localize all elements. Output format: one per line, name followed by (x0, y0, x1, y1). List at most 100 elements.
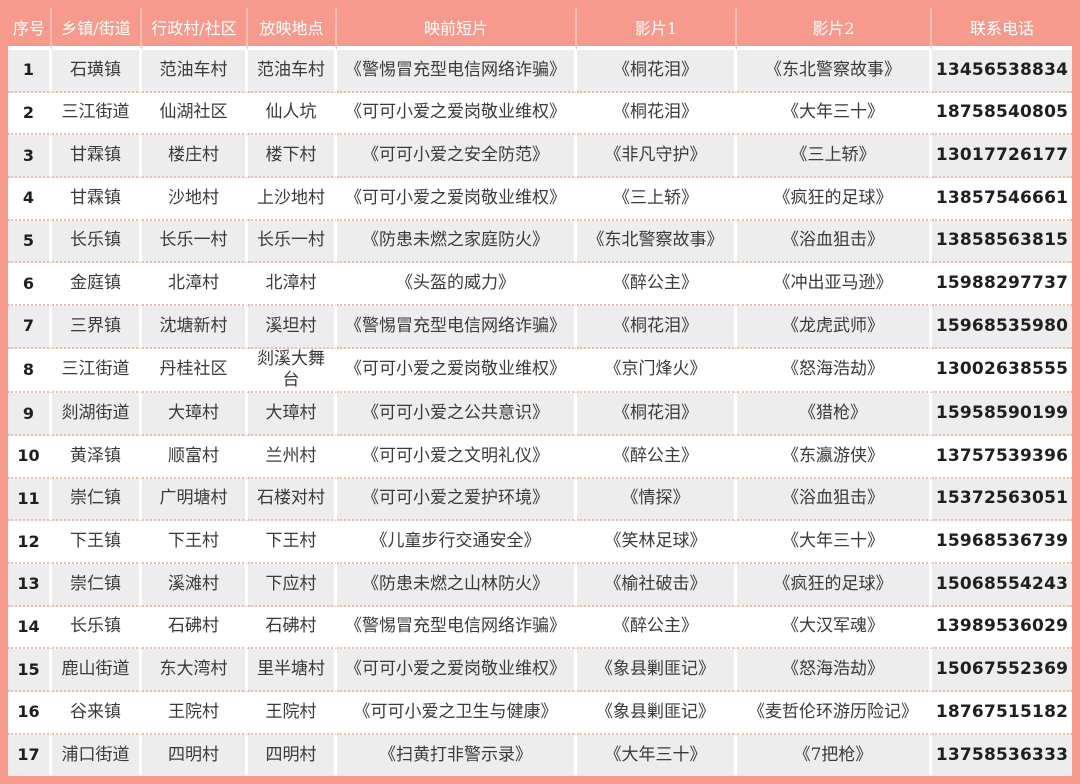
township-cell: 三江街道 (52, 92, 142, 136)
phone-cell: 15958590199 (932, 393, 1072, 436)
township-cell: 下王镇 (52, 521, 142, 565)
film2-cell: 《龙虎武师》 (737, 306, 932, 349)
phone-cell: 15067552369 (932, 649, 1072, 693)
table-row: 12 下王镇 下王村 下王村 《儿童步行交通安全》 《笑林足球》 《大年三十》 1596853… (8, 521, 1072, 565)
village-cell: 顺富村 (142, 436, 248, 479)
film1-cell: 《榆社破击》 (577, 564, 737, 607)
row-index-cell: 4 (8, 178, 52, 221)
township-cell: 长乐镇 (52, 606, 142, 650)
village-cell: 王院村 (142, 692, 248, 735)
header-village: 行政村/社区 (142, 8, 248, 50)
screening-schedule-table: 序号 乡镇/街道 行政村/社区 放映地点 映前短片 影片1 影片2 联系电话 1 石璜镇 范油车村… (8, 8, 1072, 776)
film2-cell: 《怒海浩劫》 (737, 348, 932, 394)
venue-cell: 四明村 (248, 734, 337, 776)
film1-cell: 《桐花泪》 (577, 393, 737, 436)
village-cell: 四明村 (142, 734, 248, 776)
venue-cell: 石砩村 (248, 606, 337, 650)
table-row: 2 三江街道 仙湖社区 仙人坑 《可可小爱之爱岗敬业维权》 《桐花泪》 《大年三十》 1875… (8, 92, 1072, 136)
row-index-cell: 13 (8, 564, 52, 607)
phone-cell: 15968536739 (932, 521, 1072, 565)
phone-cell: 15988297737 (932, 263, 1072, 307)
film1-cell: 《醉公主》 (577, 606, 737, 650)
short-film-cell: 《警惕冒充型电信网络诈骗》 (337, 606, 577, 650)
village-cell: 仙湖社区 (142, 92, 248, 136)
phone-cell: 13858563815 (932, 220, 1072, 264)
row-index-cell: 6 (8, 263, 52, 307)
venue-cell: 下应村 (248, 564, 337, 607)
row-index-cell: 7 (8, 306, 52, 349)
row-index-cell: 15 (8, 649, 52, 693)
township-cell: 崇仁镇 (52, 478, 142, 522)
venue-cell: 石楼对村 (248, 478, 337, 522)
short-film-cell: 《防患未燃之山林防火》 (337, 564, 577, 607)
short-film-cell: 《可可小爱之安全防范》 (337, 135, 577, 179)
film1-cell: 《桐花泪》 (577, 306, 737, 349)
film2-cell: 《大汉军魂》 (737, 606, 932, 650)
row-index-cell: 12 (8, 521, 52, 565)
film1-cell: 《象县剿匪记》 (577, 649, 737, 693)
phone-cell: 13456538834 (932, 50, 1072, 93)
row-index-cell: 17 (8, 734, 52, 776)
village-cell: 大璋村 (142, 393, 248, 436)
film2-cell: 《浴血狙击》 (737, 478, 932, 522)
row-index-cell: 16 (8, 692, 52, 735)
table-row: 15 鹿山街道 东大湾村 里半塘村 《可可小爱之爱岗敬业维权》 《象县剿匪记》 《怒海浩劫》… (8, 649, 1072, 693)
venue-cell: 仙人坑 (248, 92, 337, 136)
film2-cell: 《三上轿》 (737, 135, 932, 179)
table-row: 10 黄泽镇 顺富村 兰州村 《可可小爱之文明礼仪》 《醉公主》 《东瀛游侠》 1375753… (8, 436, 1072, 479)
table-row: 7 三界镇 沈塘新村 溪坦村 《警惕冒充型电信网络诈骗》 《桐花泪》 《龙虎武师》 15968… (8, 306, 1072, 349)
row-index-cell: 5 (8, 220, 52, 264)
township-cell: 浦口街道 (52, 734, 142, 776)
film1-cell: 《非凡守护》 (577, 135, 737, 179)
film1-cell: 《象县剿匪记》 (577, 692, 737, 735)
phone-cell: 13017726177 (932, 135, 1072, 179)
row-index-cell: 3 (8, 135, 52, 179)
row-index-cell: 14 (8, 606, 52, 650)
venue-cell: 王院村 (248, 692, 337, 735)
table-row: 4 甘霖镇 沙地村 上沙地村 《可可小爱之爱岗敬业维权》 《三上轿》 《疯狂的足球》 1385… (8, 178, 1072, 221)
village-cell: 溪滩村 (142, 564, 248, 607)
table-row: 5 长乐镇 长乐一村 长乐一村 《防患未燃之家庭防火》 《东北警察故事》 《浴血狙击》 138… (8, 220, 1072, 264)
table-row: 16 谷来镇 王院村 王院村 《可可小爱之卫生与健康》 《象县剿匪记》 《麦哲伦环游历险记》… (8, 692, 1072, 735)
film2-cell: 《麦哲伦环游历险记》 (737, 692, 932, 735)
table-row: 9 剡湖街道 大璋村 大璋村 《可可小爱之公共意识》 《桐花泪》 《猎枪》 159585901… (8, 393, 1072, 436)
short-film-cell: 《可可小爱之爱岗敬业维权》 (337, 92, 577, 136)
venue-cell: 里半塘村 (248, 649, 337, 693)
village-cell: 楼庄村 (142, 135, 248, 179)
village-cell: 石砩村 (142, 606, 248, 650)
township-cell: 谷来镇 (52, 692, 142, 735)
venue-cell: 剡溪大舞台 (248, 348, 337, 394)
film2-cell: 《冲出亚马逊》 (737, 263, 932, 307)
phone-cell: 13002638555 (932, 348, 1072, 394)
venue-cell: 上沙地村 (248, 178, 337, 221)
film2-cell: 《7把枪》 (737, 734, 932, 776)
village-cell: 下王村 (142, 521, 248, 565)
header-index: 序号 (8, 8, 52, 50)
venue-cell: 范油车村 (248, 50, 337, 93)
table-row: 17 浦口街道 四明村 四明村 《扫黄打非警示录》 《大年三十》 《7把枪》 13758536… (8, 734, 1072, 776)
header-short-film: 映前短片 (337, 8, 577, 50)
phone-cell: 13857546661 (932, 178, 1072, 221)
village-cell: 范油车村 (142, 50, 248, 93)
village-cell: 北漳村 (142, 263, 248, 307)
table-row: 8 三江街道 丹桂社区 剡溪大舞台 《可可小爱之爱岗敬业维权》 《京门烽火》 《怒海浩劫》 1… (8, 348, 1072, 394)
film1-cell: 《桐花泪》 (577, 92, 737, 136)
venue-cell: 大璋村 (248, 393, 337, 436)
short-film-cell: 《儿童步行交通安全》 (337, 521, 577, 565)
short-film-cell: 《可可小爱之公共意识》 (337, 393, 577, 436)
venue-cell: 楼下村 (248, 135, 337, 179)
township-cell: 鹿山街道 (52, 649, 142, 693)
village-cell: 沙地村 (142, 178, 248, 221)
village-cell: 东大湾村 (142, 649, 248, 693)
table-row: 6 金庭镇 北漳村 北漳村 《头盔的威力》 《醉公主》 《冲出亚马逊》 15988297737 (8, 263, 1072, 307)
village-cell: 丹桂社区 (142, 348, 248, 394)
phone-cell: 18758540805 (932, 92, 1072, 136)
township-cell: 三界镇 (52, 306, 142, 349)
village-cell: 长乐一村 (142, 220, 248, 264)
township-cell: 甘霖镇 (52, 178, 142, 221)
short-film-cell: 《可可小爱之爱岗敬业维权》 (337, 348, 577, 394)
short-film-cell: 《可可小爱之爱护环境》 (337, 478, 577, 522)
phone-cell: 18767515182 (932, 692, 1072, 735)
film2-cell: 《东北警察故事》 (737, 50, 932, 93)
